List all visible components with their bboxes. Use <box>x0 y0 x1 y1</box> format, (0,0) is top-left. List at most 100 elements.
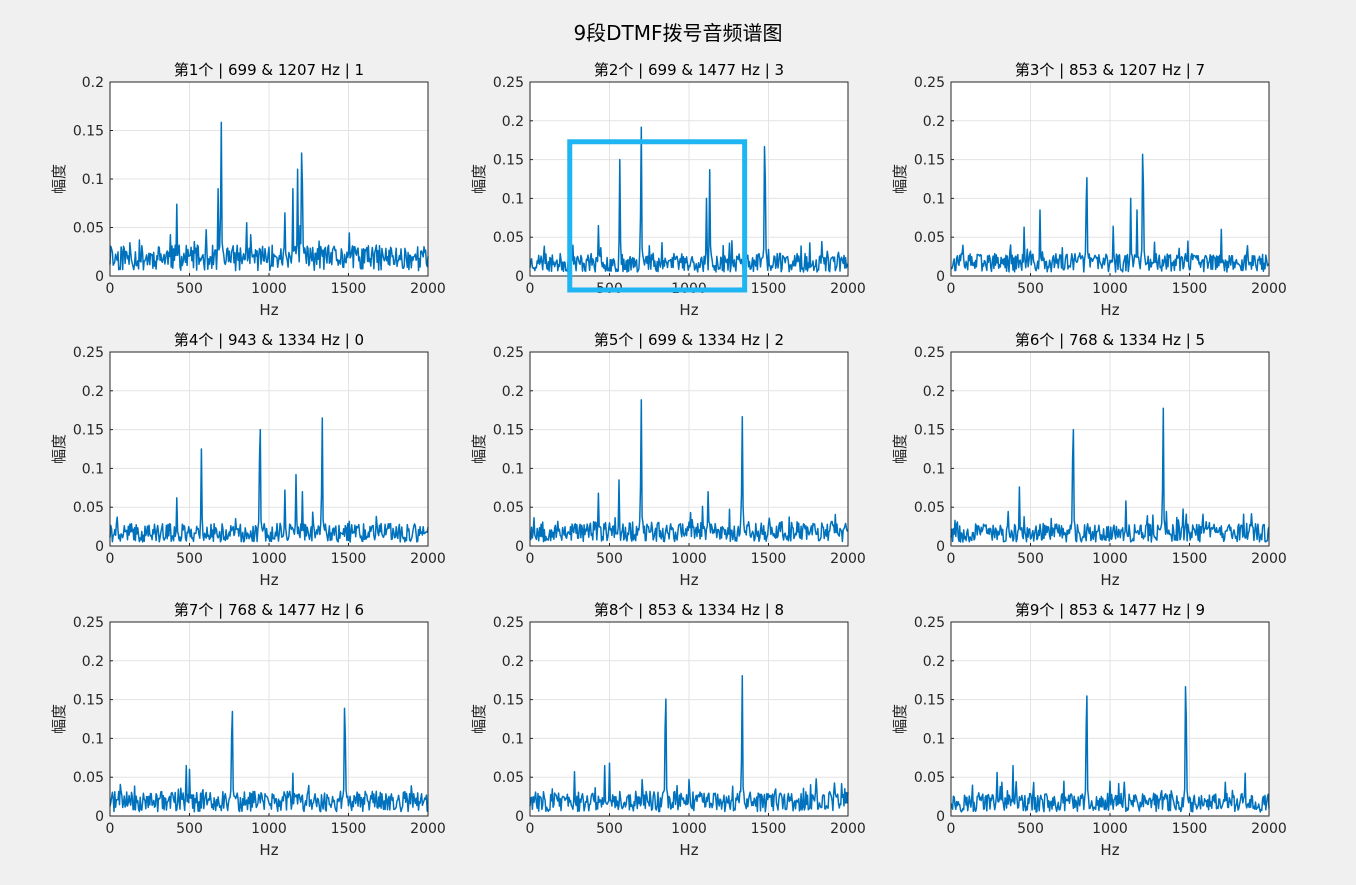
y-tick-label: 0.1 <box>82 731 104 747</box>
figure-title: 9段DTMF拨号音频谱图 <box>573 21 783 45</box>
y-tick-label: 0.2 <box>502 384 524 400</box>
spectrum-line <box>950 407 1270 543</box>
spectrum-line <box>529 674 849 813</box>
y-tick-label: 0.2 <box>502 654 524 670</box>
subplot-3: 0 500 1000 1500 2000 0 0.05 0.1 0.15 0.2 0.25 第3个 |… <box>891 61 1287 319</box>
x-axis-label: Hz <box>1100 841 1119 859</box>
x-tick-label: 0 <box>526 821 535 837</box>
y-tick-label: 0.25 <box>73 345 104 361</box>
spectrum-line <box>950 153 1270 273</box>
y-tick-label: 0.2 <box>82 384 104 400</box>
spectrum-line <box>529 126 849 273</box>
subplot-title: 第6个 | 768 & 1334 Hz | 5 <box>1015 331 1205 349</box>
y-axis-label: 幅度 <box>50 704 68 734</box>
x-tick-label: 0 <box>106 821 115 837</box>
y-tick-label: 0 <box>515 269 524 285</box>
subplot-4: 0 500 1000 1500 2000 0 0.05 0.1 0.15 0.2 0.25 第4个 |… <box>50 331 446 589</box>
x-tick-label: 1500 <box>1172 551 1208 567</box>
y-tick-label: 0.15 <box>73 124 104 140</box>
x-tick-label: 500 <box>176 551 203 567</box>
x-tick-label: 500 <box>176 821 203 837</box>
x-tick-label: 500 <box>596 821 623 837</box>
x-tick-label: 0 <box>947 821 956 837</box>
y-tick-label: 0.05 <box>493 500 524 516</box>
x-axis-label: Hz <box>259 841 278 859</box>
y-tick-label: 0.15 <box>914 153 945 169</box>
y-axis-label: 幅度 <box>891 434 909 464</box>
x-tick-label: 1000 <box>1092 281 1128 297</box>
x-tick-label: 500 <box>1017 551 1044 567</box>
y-tick-label: 0 <box>95 539 104 555</box>
y-tick-label: 0 <box>95 269 104 285</box>
spectrum-line <box>109 121 429 272</box>
y-axis-label: 幅度 <box>891 164 909 194</box>
spectrum-line <box>950 685 1270 813</box>
x-axis-label: Hz <box>1100 301 1119 319</box>
x-axis-label: Hz <box>1100 571 1119 589</box>
y-tick-label: 0.1 <box>502 191 524 207</box>
x-axis-label: Hz <box>679 571 698 589</box>
subplot-9: 0 500 1000 1500 2000 0 0.05 0.1 0.15 0.2 0.25 第9个 |… <box>891 601 1287 859</box>
y-axis-label: 幅度 <box>891 704 909 734</box>
y-tick-label: 0.1 <box>923 731 945 747</box>
x-tick-label: 500 <box>1017 821 1044 837</box>
x-tick-label: 1500 <box>1172 281 1208 297</box>
y-tick-label: 0.2 <box>82 75 104 91</box>
y-tick-label: 0.05 <box>914 230 945 246</box>
y-tick-label: 0.05 <box>914 770 945 786</box>
subplot-title: 第3个 | 853 & 1207 Hz | 7 <box>1015 61 1205 79</box>
subplot-1: 0 500 1000 1500 2000 0 0.05 0.1 0.15 0.2 第1个 | 699… <box>50 61 446 319</box>
y-tick-label: 0.05 <box>914 500 945 516</box>
x-tick-label: 1500 <box>751 551 787 567</box>
x-tick-label: 2000 <box>410 821 446 837</box>
subplot-5: 0 500 1000 1500 2000 0 0.05 0.1 0.15 0.2 0.25 第5个 |… <box>470 331 866 589</box>
y-tick-label: 0 <box>515 539 524 555</box>
x-tick-label: 1000 <box>251 281 287 297</box>
x-tick-label: 500 <box>176 281 203 297</box>
x-tick-label: 1500 <box>331 821 367 837</box>
y-tick-label: 0.25 <box>493 615 524 631</box>
y-tick-label: 0.05 <box>73 770 104 786</box>
x-tick-label: 1000 <box>251 821 287 837</box>
y-tick-label: 0.25 <box>914 345 945 361</box>
y-tick-label: 0.25 <box>914 75 945 91</box>
y-tick-label: 0.1 <box>82 461 104 477</box>
subplot-6: 0 500 1000 1500 2000 0 0.05 0.1 0.15 0.2 0.25 第6个 |… <box>891 331 1287 589</box>
y-tick-label: 0.1 <box>502 731 524 747</box>
subplot-7: 0 500 1000 1500 2000 0 0.05 0.1 0.15 0.2 0.25 第7个 |… <box>50 601 446 859</box>
y-axis-label: 幅度 <box>470 704 488 734</box>
subplot-8: 0 500 1000 1500 2000 0 0.05 0.1 0.15 0.2 0.25 第8个 |… <box>470 601 866 859</box>
y-axis-label: 幅度 <box>50 164 68 194</box>
y-tick-label: 0.2 <box>923 114 945 130</box>
x-tick-label: 2000 <box>830 281 866 297</box>
y-tick-label: 0.25 <box>493 75 524 91</box>
subplot-title: 第4个 | 943 & 1334 Hz | 0 <box>174 331 364 349</box>
y-tick-label: 0.1 <box>502 461 524 477</box>
y-axis-label: 幅度 <box>50 434 68 464</box>
y-tick-label: 0.25 <box>914 615 945 631</box>
highlight-box <box>567 139 748 293</box>
y-tick-label: 0 <box>95 809 104 825</box>
subplot-title: 第5个 | 699 & 1334 Hz | 2 <box>594 331 784 349</box>
x-tick-label: 2000 <box>1251 281 1287 297</box>
x-tick-label: 1500 <box>331 551 367 567</box>
y-tick-label: 0.1 <box>82 172 104 188</box>
y-tick-label: 0.2 <box>502 114 524 130</box>
y-tick-label: 0.25 <box>493 345 524 361</box>
x-tick-label: 0 <box>106 281 115 297</box>
x-axis-label: Hz <box>259 301 278 319</box>
x-tick-label: 2000 <box>1251 551 1287 567</box>
x-tick-label: 1500 <box>331 281 367 297</box>
y-tick-label: 0.1 <box>923 191 945 207</box>
y-tick-label: 0.05 <box>73 500 104 516</box>
y-tick-label: 0 <box>936 809 945 825</box>
y-axis-label: 幅度 <box>470 434 488 464</box>
spectrum-line <box>529 399 849 543</box>
y-tick-label: 0.05 <box>73 221 104 237</box>
x-tick-label: 1000 <box>1092 551 1128 567</box>
y-tick-label: 0.2 <box>82 654 104 670</box>
x-tick-label: 2000 <box>410 551 446 567</box>
x-tick-label: 0 <box>106 551 115 567</box>
